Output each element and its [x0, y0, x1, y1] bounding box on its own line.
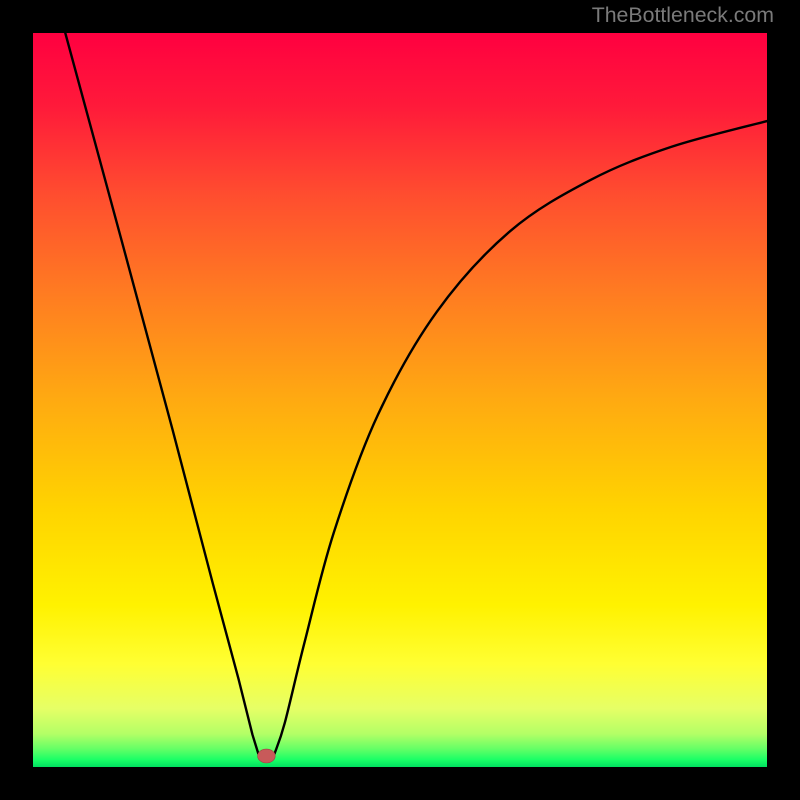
watermark-text: TheBottleneck.com: [592, 3, 774, 28]
minimum-marker: [258, 749, 276, 763]
plot-area: [33, 33, 767, 767]
bottleneck-curve: [33, 33, 767, 767]
